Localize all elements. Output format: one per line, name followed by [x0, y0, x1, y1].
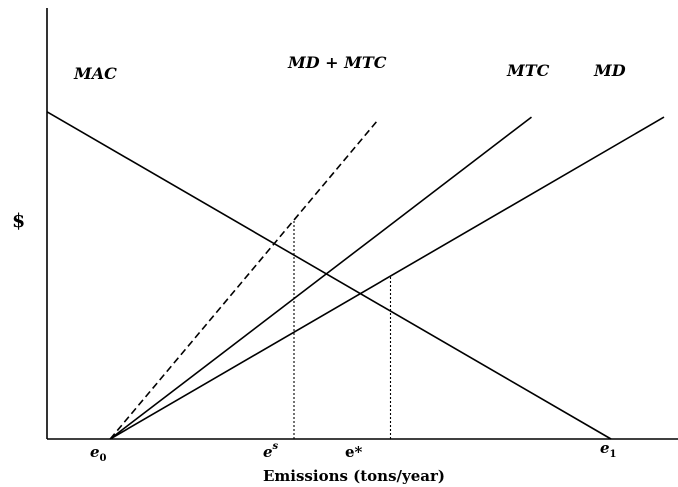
tick-label-e1: e1: [600, 439, 617, 460]
plot-area: [46, 8, 678, 440]
mac-curve: [46, 111, 612, 440]
y-axis-label: $: [12, 210, 25, 232]
md-curve: [109, 116, 665, 440]
md-mtc-curve: [109, 118, 380, 440]
tick-e1-sub: 1: [610, 449, 617, 460]
md-label: MD: [593, 61, 626, 80]
mtc-label: MTC: [506, 61, 550, 80]
tick-e0-sub: 0: [100, 453, 107, 464]
x-axis-label: Emissions (tons/year): [263, 467, 445, 485]
tick-e0-main: e: [90, 443, 100, 461]
tick-es-sup: s: [273, 441, 279, 452]
mtc-curve: [109, 116, 532, 440]
tick-es-main: e: [263, 443, 273, 461]
tick-label-es: es: [263, 441, 279, 461]
tick-e1-main: e: [600, 439, 610, 457]
mac-label: MAC: [73, 64, 117, 83]
tick-label-e0: e0: [90, 443, 107, 464]
md-mtc-label: MD + MTC: [287, 53, 387, 72]
tick-label-estar: e*: [345, 443, 363, 461]
